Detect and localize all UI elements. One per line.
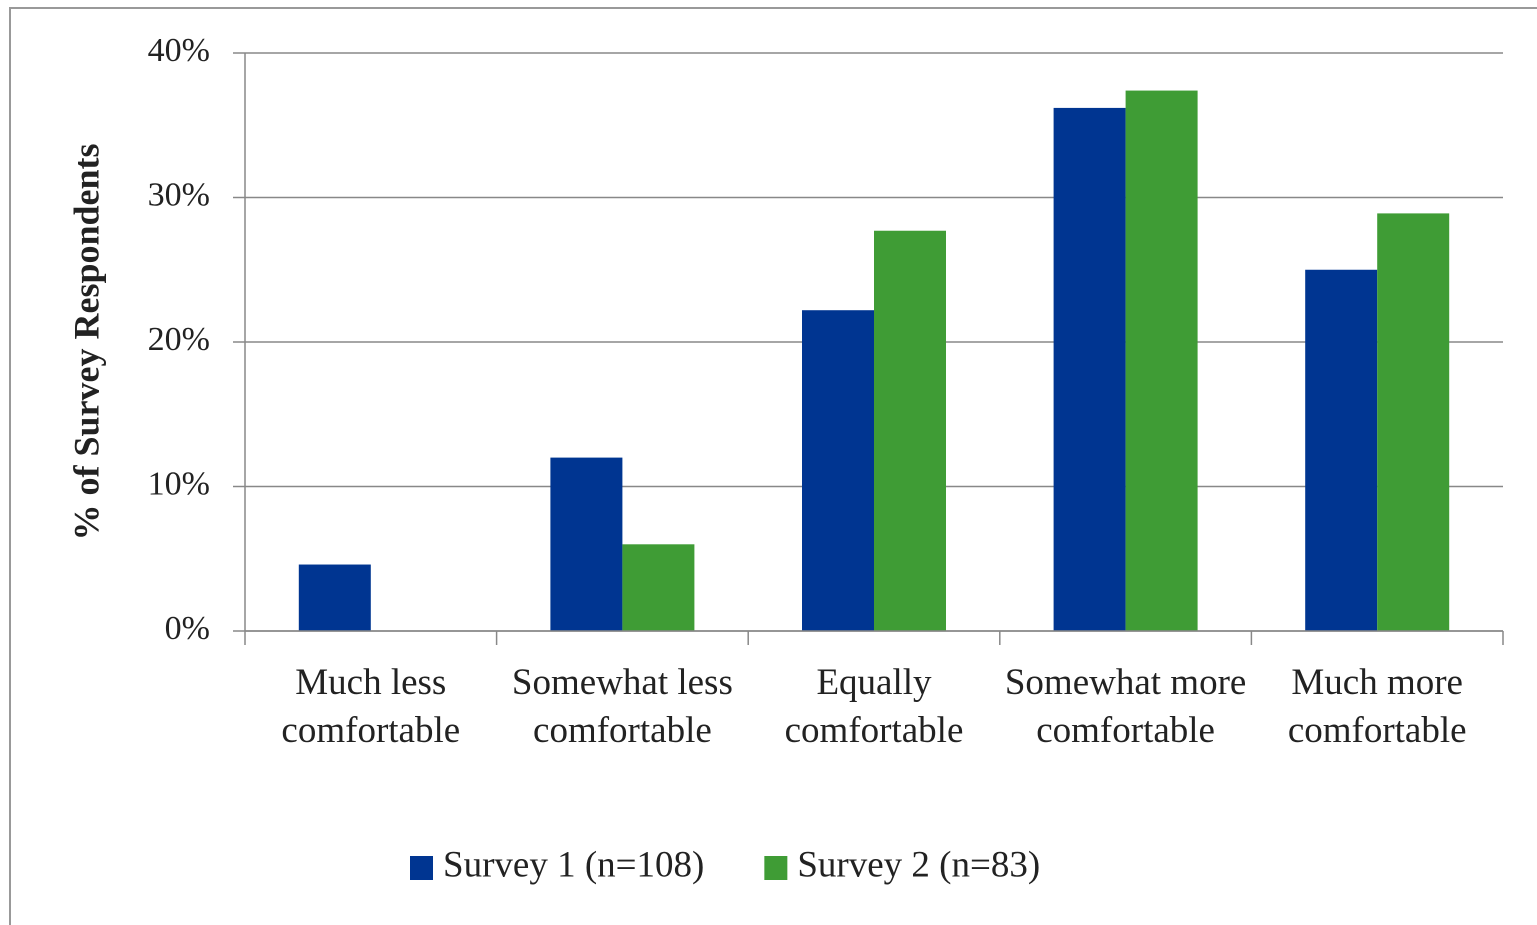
bar: [1377, 213, 1450, 631]
x-tick-label: Somewhat less comfortable: [511, 662, 733, 751]
y-tick-label: 10%: [148, 465, 210, 502]
x-tick-label: Equally comfortable: [784, 662, 964, 751]
legend-swatch: [764, 856, 788, 880]
bar: [298, 564, 371, 631]
bar: [1125, 90, 1198, 631]
bar: [1053, 107, 1126, 631]
legend-label: Survey 2 (n=83): [797, 844, 1040, 885]
y-tick-label: 20%: [148, 321, 210, 358]
legend-swatch: [410, 856, 433, 880]
bar: [622, 544, 695, 631]
bar: [550, 457, 623, 631]
y-tick-label: 30%: [148, 176, 210, 213]
chart-frame: [9, 7, 1537, 925]
x-tick-label: Somewhat more comfortable: [1004, 662, 1247, 751]
y-axis-title: % of Survey Respondents: [66, 143, 106, 540]
bar: [802, 310, 874, 631]
y-tick-label: 40%: [148, 32, 210, 69]
x-tick-label: Much less comfortable: [281, 662, 461, 751]
bar: [874, 230, 946, 632]
x-tick-label: Much more comfortable: [1287, 662, 1467, 751]
legend-label: Survey 1 (n=108): [443, 844, 704, 885]
y-tick-label: 0%: [165, 610, 210, 647]
bar: [1305, 269, 1378, 631]
